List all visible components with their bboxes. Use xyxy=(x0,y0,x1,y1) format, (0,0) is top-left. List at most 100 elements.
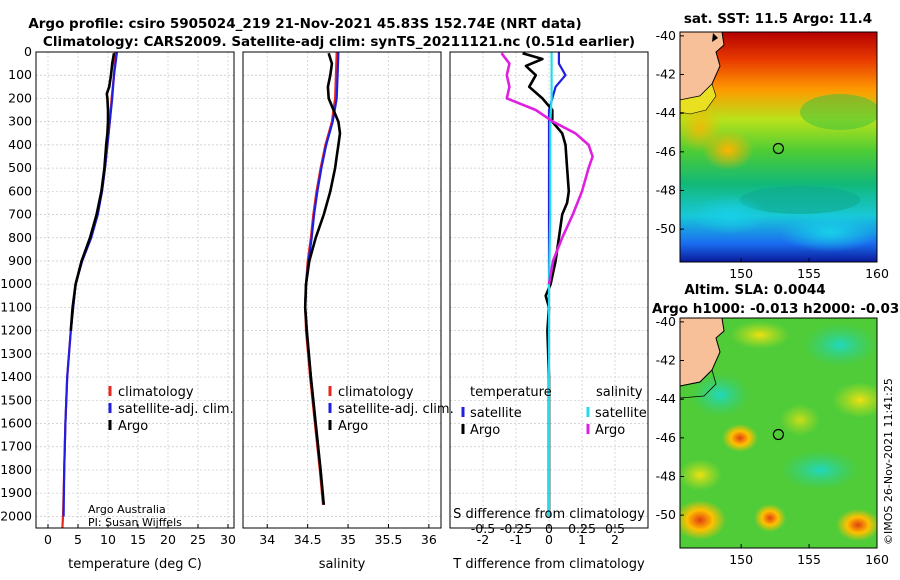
depth-tick-label: 1400 xyxy=(0,369,32,384)
annotation-text: PI: Susan Wijffels xyxy=(88,516,182,529)
x-tick-label: 20 xyxy=(160,532,176,547)
depth-tick-label: 1000 xyxy=(0,276,32,291)
map-x-tick-label: 160 xyxy=(865,552,889,567)
sla-map-title: Altim. SLA: 0.0044 xyxy=(684,282,825,298)
sst-argo-position-marker xyxy=(772,142,785,155)
sla-argo-position-marker xyxy=(772,428,785,441)
depth-tick-label: 900 xyxy=(8,253,32,268)
depth-tick-label: 2000 xyxy=(0,508,32,523)
x-tick-label: 25 xyxy=(190,532,206,547)
depth-tick-label: 700 xyxy=(8,207,32,222)
legend-label: satellite-adj. clim. xyxy=(118,402,234,417)
depth-tick-label: 400 xyxy=(8,137,32,152)
map-y-tick-label: -40 xyxy=(656,28,676,43)
secondary-tick-label: 0 xyxy=(545,521,553,536)
x-axis-label: T difference from climatology xyxy=(452,557,645,572)
map-x-tick-label: 155 xyxy=(797,552,821,567)
legend-title-salinity: salinity xyxy=(596,385,643,400)
series-line-argo xyxy=(303,52,342,505)
figure-title-line2: Climatology: CARS2009. Satellite-adj cli… xyxy=(43,34,635,50)
depth-tick-label: 1900 xyxy=(0,485,32,500)
x-tick-label: -1 xyxy=(510,532,522,547)
x-tick-label: 35.5 xyxy=(375,532,403,547)
x-tick-label: 5 xyxy=(74,532,82,547)
temperature-profile-panel: 0100200300400500600700800900100011001200… xyxy=(0,44,236,572)
figure-title-line1: Argo profile: csiro 5905024_219 21-Nov-2… xyxy=(28,16,581,32)
plot-frame xyxy=(242,51,442,529)
legend-label: climatology xyxy=(118,385,194,400)
depth-tick-label: 0 xyxy=(24,44,32,59)
map-y-tick-label: -44 xyxy=(656,391,676,406)
series-line-s-argo xyxy=(500,52,594,285)
map-x-tick-label: 155 xyxy=(797,266,821,281)
map-y-tick-label: -50 xyxy=(656,507,676,522)
map-y-tick-label: -46 xyxy=(656,430,676,445)
x-tick-label: 34 xyxy=(259,532,275,547)
sst-map-axes: 150 155 160 -40 -42 -44 -46 -48 -50 xyxy=(656,28,889,281)
imos-timestamp: ©IMOS 26-Nov-2021 11:41:25 xyxy=(882,378,895,545)
sst-map-panel: sat. SST: 11.5 Argo: 11.4 150 155 160 -40 -4… xyxy=(656,11,889,281)
depth-tick-label: 800 xyxy=(8,230,32,245)
depth-tick-label: 1800 xyxy=(0,462,32,477)
secondary-tick-label: -0.25 xyxy=(500,521,532,536)
sla-map-panel: Altim. SLA: 0.0044 Argo h1000: -0.013 h2… xyxy=(652,282,900,567)
sst-heatmap xyxy=(680,32,877,262)
salinity-profile-panel: 34 34.5 35 35.5 36 salinity climatology satelli… xyxy=(242,51,454,572)
depth-tick-label: 200 xyxy=(8,90,32,105)
x-tick-label: 0 xyxy=(44,532,52,547)
depth-tick-label: 600 xyxy=(8,183,32,198)
x-tick-label: 36 xyxy=(421,532,437,547)
sla-map-frame xyxy=(679,317,878,549)
legend-label: Argo xyxy=(595,423,625,438)
map-y-tick-label: -42 xyxy=(656,353,676,368)
legend-label: climatology xyxy=(338,385,414,400)
depth-tick-label: 1100 xyxy=(0,299,32,314)
x-axis-label: salinity xyxy=(319,557,366,572)
x-tick-label: 34.5 xyxy=(294,532,322,547)
map-y-tick-label: -48 xyxy=(656,182,676,197)
legend-label: Argo xyxy=(118,419,148,434)
x-axis-label: temperature (deg C) xyxy=(68,557,202,572)
map-y-tick-label: -44 xyxy=(656,105,676,120)
plot-frame xyxy=(449,51,649,529)
depth-tick-label: 100 xyxy=(8,67,32,82)
map-x-tick-label: 150 xyxy=(729,266,753,281)
annotation-text: Argo Australia xyxy=(88,503,166,516)
legend-label: Argo xyxy=(338,419,368,434)
x-tick-label: 2 xyxy=(611,532,619,547)
map-y-tick-label: -40 xyxy=(656,314,676,329)
series-line-argo xyxy=(69,52,116,331)
sst-map-frame xyxy=(679,31,878,263)
depth-tick-label: 1700 xyxy=(0,439,32,454)
x-tick-label: 1 xyxy=(578,532,586,547)
map-y-tick-label: -42 xyxy=(656,67,676,82)
series-line-t-argo xyxy=(522,51,571,517)
difference-profile-panel: -2 -1 0 1 2 T difference from climatology temp… xyxy=(449,51,649,572)
x-tick-label: 15 xyxy=(130,532,146,547)
sla-map-axes: 150 155 160 -40 -42 -44 -46 -48 -50 xyxy=(656,314,889,567)
legend-label: satellite xyxy=(470,406,522,421)
secondary-tick-label: -0.5 xyxy=(471,521,495,536)
legend-title-temperature: temperature xyxy=(470,385,552,400)
map-y-tick-label: -50 xyxy=(656,221,676,236)
secondary-axis-label: S difference from climatology xyxy=(453,507,645,522)
depth-tick-label: 300 xyxy=(8,114,32,129)
depth-tick-label: 1600 xyxy=(0,416,32,431)
map-x-tick-label: 150 xyxy=(729,552,753,567)
x-tick-label: 35 xyxy=(340,532,356,547)
series-line-s-satellite xyxy=(547,52,553,517)
legend-label: Argo xyxy=(470,423,500,438)
map-x-tick-label: 160 xyxy=(865,266,889,281)
sla-map-subtitle: Argo h1000: -0.013 h2000: -0.031 xyxy=(652,301,900,317)
map-y-tick-label: -48 xyxy=(656,468,676,483)
x-tick-label: -2 xyxy=(477,532,489,547)
secondary-tick-label: 0.5 xyxy=(605,521,625,536)
depth-tick-label: 500 xyxy=(8,160,32,175)
series-line-satellite-adj-clim- xyxy=(304,51,340,505)
x-tick-label: 10 xyxy=(100,532,116,547)
x-tick-label: 30 xyxy=(220,532,236,547)
depth-tick-label: 1300 xyxy=(0,346,32,361)
depth-tick-label: 1500 xyxy=(0,392,32,407)
plot-frame xyxy=(35,51,235,529)
